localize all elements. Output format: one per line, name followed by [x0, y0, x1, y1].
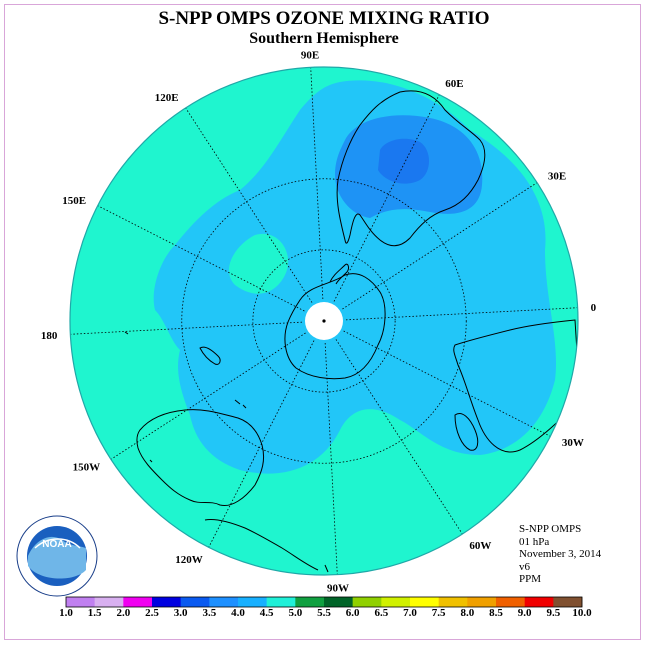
longitude-label: 30W: [562, 437, 584, 449]
colorbar-tick-label: 4.0: [231, 607, 245, 619]
longitude-label: 180: [41, 330, 58, 342]
islands-coast: [124, 331, 329, 573]
new-zealand-coast: [199, 346, 221, 365]
colorbar-tick-label: 7.5: [431, 607, 446, 619]
south-pole-marker: [322, 319, 326, 323]
longitude-label: 120E: [155, 92, 179, 104]
info-instrument: S-NPP OMPS: [519, 523, 582, 535]
colorbar-tick-label: 9.5: [546, 607, 561, 619]
antarctic-peninsula-coast: [329, 263, 349, 285]
meridian-line: [185, 107, 313, 303]
info-level: 01 hPa: [519, 535, 550, 548]
meridian-line: [110, 332, 306, 460]
map-title: S-NPP OMPS OZONE MIXING RATIO: [158, 8, 490, 29]
colorbar-tick-label: 3.5: [202, 607, 217, 619]
ozone-band-4.0-4.5-east: [425, 285, 471, 332]
colorbar-swatch: [295, 597, 325, 607]
graticule: [70, 67, 578, 575]
colorbar-swatch: [553, 597, 583, 607]
colorbar: [65, 596, 583, 608]
south-america-coast: [336, 90, 486, 247]
map-subtitle: Southern Hemisphere: [249, 30, 399, 47]
colorbar-tick-label: 10.0: [572, 607, 592, 619]
meridian-line: [333, 94, 440, 302]
longitude-label: 60E: [445, 78, 463, 90]
info-date: November 3, 2014: [519, 548, 602, 560]
colorbar-swatch: [123, 597, 153, 607]
colorbar-tick-label: 9.0: [517, 607, 532, 619]
indonesia-coast: [204, 519, 319, 571]
longitude-label: 90W: [327, 583, 349, 595]
colorbar-swatch: [238, 597, 267, 607]
ozone-band-3.5-4.0-antarctic: [323, 271, 389, 358]
noaa-wave: [28, 536, 86, 579]
map-rim: [69, 66, 579, 576]
colorbar-tick-label: 2.0: [116, 607, 131, 619]
meridian-line: [97, 205, 305, 312]
colorbar-tick-label: 1.5: [87, 607, 102, 619]
colorbar-swatch: [524, 597, 554, 607]
longitude-label: 90E: [301, 49, 319, 61]
colorbar-tick-label: 2.5: [145, 607, 159, 619]
colorbar-swatch: [410, 597, 439, 607]
colorbar-swatch: [180, 597, 210, 607]
colorbar-tick-label: 6.0: [345, 607, 360, 619]
colorbar-tick-label: 4.5: [259, 607, 274, 619]
coastlines: [124, 90, 578, 573]
colorbar-tick-label: 5.5: [317, 607, 331, 619]
colorbar-swatch: [152, 597, 181, 607]
info-version: v6: [519, 560, 530, 573]
colorbar-swatch: [209, 597, 239, 607]
meridian-line: [70, 321, 303, 335]
longitude-label: 120W: [175, 554, 203, 566]
colorbar-swatch: [66, 597, 95, 607]
colorbar-frame: [65, 596, 583, 608]
product-info: S-NPP OMPS 01 hPa November 3, 2014 v6 PP…: [519, 523, 601, 586]
meridian-line: [343, 330, 551, 437]
longitude-label: 150E: [62, 195, 86, 207]
colorbar-swatch: [266, 597, 296, 607]
antarctica-coast: [284, 273, 386, 380]
colorbar-swatch: [438, 597, 468, 607]
longitude-label: 60W: [469, 540, 491, 552]
colorbar-swatch: [381, 597, 411, 607]
noaa-logo: NOAA: [16, 515, 98, 597]
africa-coast: [453, 319, 578, 453]
madagascar-coast: [454, 413, 479, 451]
colorbar-swatch: [324, 597, 353, 607]
ozone-band-3.0-3.5: [378, 138, 429, 184]
meridian-line: [335, 339, 463, 535]
colorbar-swatch: [94, 597, 124, 607]
figure-frame: [4, 4, 641, 640]
latitude-circle: [181, 178, 467, 464]
colorbar-tick-label: 1.0: [59, 607, 73, 619]
colorbar-swatch: [496, 597, 525, 607]
longitude-labels: 90W 60W 30W 0 30E 60E 90E 120E 150E 180 150W 120W: [41, 49, 597, 594]
australia-coast: [136, 409, 265, 507]
colorbar-tick-label: 8.0: [460, 607, 475, 619]
noaa-logo-text: NOAA: [42, 539, 71, 550]
latitude-circle: [252, 249, 396, 393]
colorbar-tick-label: 7.0: [403, 607, 417, 619]
colorbar-tick-label: 3.0: [173, 607, 188, 619]
longitude-label: 30E: [548, 171, 566, 183]
meridian-line: [310, 67, 324, 300]
longitude-label: 0: [591, 302, 597, 314]
info-units: PPM: [519, 573, 542, 585]
colorbar-swatch: [352, 597, 382, 607]
colorbar-tick-label: 5.0: [288, 607, 303, 619]
longitude-label: 150W: [73, 461, 101, 473]
colorbar-tick-label: 8.5: [489, 607, 503, 619]
meridian-line: [342, 182, 538, 310]
colorbar-tick-label: 6.5: [374, 607, 389, 619]
colorbar-swatch: [467, 597, 497, 607]
meridian-line: [324, 342, 338, 575]
